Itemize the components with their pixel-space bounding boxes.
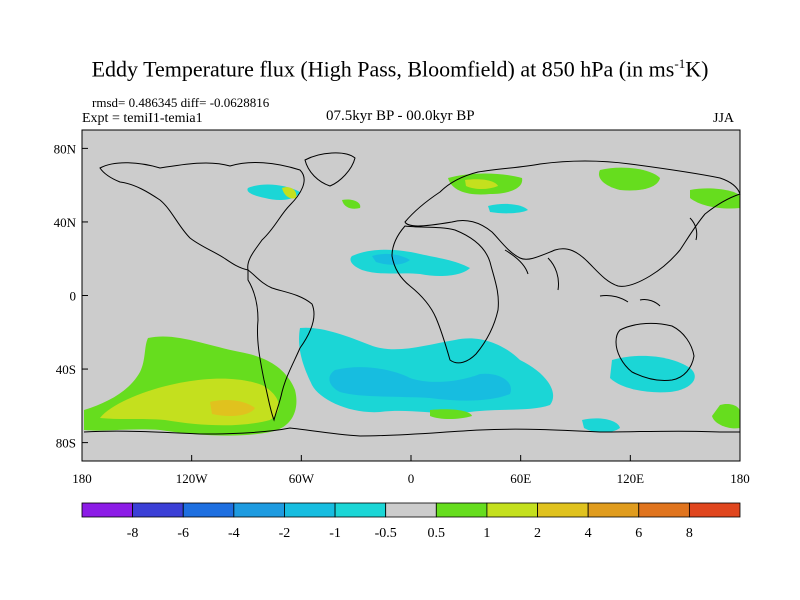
islands-coast — [599, 217, 698, 307]
coastlines — [83, 152, 741, 437]
x-tick-label: 120E — [617, 471, 645, 486]
north-africa-deeper-negative-region — [372, 253, 410, 265]
labrador-positive-region — [282, 187, 297, 199]
colorbar-label: -0.5 — [375, 526, 397, 541]
colorbar-label: 2 — [534, 526, 541, 541]
colorbar-label: 6 — [635, 526, 642, 541]
colorbar-label: 4 — [585, 526, 592, 541]
colorbar-swatch — [182, 502, 235, 518]
far-east-positive-region — [690, 188, 740, 209]
antarctic-coast-green-region — [430, 409, 472, 419]
africa-coast — [391, 225, 499, 364]
period-label: 07.5kyr BP - 00.0kyr BP — [326, 108, 475, 124]
map-panel — [81, 129, 741, 462]
colorbar-swatch — [688, 502, 741, 518]
map-title: Eddy Temperature flux (High Pass, Bloomf… — [91, 56, 709, 82]
colorbar-label: 1 — [483, 526, 490, 541]
colorbar-swatch — [284, 502, 336, 518]
australia-south-negative-region — [610, 355, 695, 393]
north-america-coast — [99, 162, 305, 271]
experiment-label: Expt = temiI1-temia1 — [82, 111, 203, 126]
x-tick-label: 0 — [408, 471, 415, 486]
colorbar-label: -4 — [228, 526, 240, 541]
colorbar: -8 -6 -4 -2 -1 -0.5 0.5 1 2 4 6 8 — [81, 502, 741, 541]
south-pacific-orange-region — [210, 400, 255, 416]
colorbar-label: -2 — [279, 526, 291, 541]
mediterranean-negative-region — [488, 203, 528, 214]
colorbar-swatch — [435, 502, 488, 518]
rmsd-diff-label: rmsd= 0.486345 diff= -0.0628816 — [92, 95, 270, 110]
axis-ticks: 180 120W 60W 0 60E 120E 180 80N 40N 0 40S 80S — [54, 141, 750, 486]
colorbar-swatch — [233, 502, 285, 518]
north-pacific-positive-region — [598, 167, 660, 191]
y-tick-label: 80N — [54, 141, 77, 156]
arabia-india-coast — [504, 249, 559, 291]
y-tick-label: 40S — [56, 362, 76, 377]
south-america-coast — [247, 268, 315, 422]
y-tick-label: 0 — [70, 289, 77, 304]
colorbar-label: -8 — [127, 526, 139, 541]
colorbar-label: 8 — [686, 526, 693, 541]
x-tick-label: 180 — [730, 471, 750, 486]
atlantic-small-positive-region — [342, 199, 361, 209]
colorbar-swatch — [537, 502, 589, 518]
colorbar-swatch — [587, 502, 640, 518]
colorbar-swatch — [132, 502, 184, 518]
southwest-pacific-green-region — [712, 403, 740, 429]
colorbar-swatch — [385, 502, 437, 518]
season-label: JJA — [713, 111, 735, 126]
x-tick-label: 60W — [289, 471, 315, 486]
southern-ocean-deeper-negative-region — [329, 367, 511, 401]
australia-coast — [615, 322, 695, 381]
y-tick-label: 80S — [56, 436, 76, 451]
x-tick-label: 60E — [510, 471, 531, 486]
colorbar-label: 0.5 — [428, 526, 446, 541]
colorbar-swatch — [486, 502, 538, 518]
colorbar-swatch — [638, 502, 690, 518]
colorbar-swatch — [334, 502, 387, 518]
y-tick-label: 40N — [54, 215, 77, 230]
x-tick-label: 120W — [176, 471, 209, 486]
anomaly-shading — [84, 167, 740, 436]
south-of-australia-negative-region — [582, 418, 620, 433]
x-tick-label: 180 — [72, 471, 92, 486]
scandinavia-yellow-region — [465, 179, 498, 189]
colorbar-label: -1 — [329, 526, 341, 541]
antarctica-coast — [83, 427, 740, 437]
greenland-coast — [304, 152, 356, 187]
colorbar-swatch — [81, 502, 134, 518]
colorbar-label: -6 — [177, 526, 189, 541]
eurasia-coast — [404, 160, 741, 287]
